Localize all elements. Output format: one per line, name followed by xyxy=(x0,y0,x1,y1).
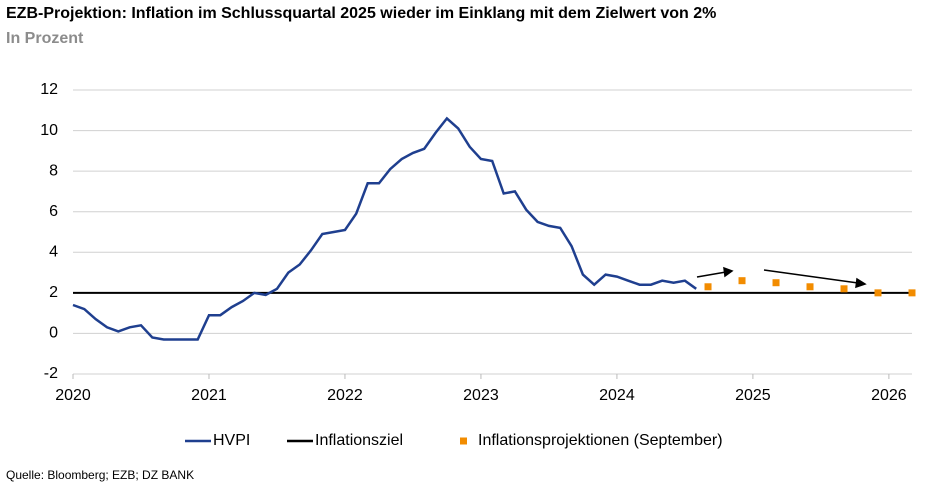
legend-label: Inflationsziel xyxy=(315,432,403,449)
plot-area: -2 0 2 4 6 8 10 12 2020 2021 2022 2023 2024 2025 2026 H… xyxy=(40,81,916,449)
source-note: Quelle: Bloomberg; EZB; DZ BANK xyxy=(6,468,194,482)
y-tick-label: 8 xyxy=(49,162,58,179)
projection-marker xyxy=(806,283,814,291)
projection-marker xyxy=(874,289,882,297)
y-tick-label: 12 xyxy=(40,81,58,98)
legend-label: HVPI xyxy=(213,432,250,449)
x-tick-label: 2025 xyxy=(735,387,771,404)
arrow-head xyxy=(723,266,734,278)
legend-label: Inflationsprojektionen (September) xyxy=(478,432,723,449)
y-tick-label: 4 xyxy=(49,244,58,261)
y-tick-label: -2 xyxy=(44,365,58,382)
arrow xyxy=(763,269,859,284)
chart-title: EZB-Projektion: Inflation im Schlussquar… xyxy=(6,5,716,22)
x-tick-label: 2026 xyxy=(871,387,907,404)
projection-marker xyxy=(840,285,848,293)
x-tick-label: 2021 xyxy=(191,387,227,404)
x-tick-label: 2023 xyxy=(463,387,499,404)
y-tick-label: 6 xyxy=(49,203,58,220)
hvpi-line xyxy=(72,116,697,341)
x-tick-label: 2020 xyxy=(55,387,91,404)
projection-marker xyxy=(908,289,916,297)
chart-subtitle: In Prozent xyxy=(6,30,84,47)
arrow-head xyxy=(855,277,867,289)
y-tick-label: 2 xyxy=(49,284,58,301)
projection-marker xyxy=(738,277,746,285)
projection-marker xyxy=(704,283,712,291)
x-tick-label: 2024 xyxy=(599,387,635,404)
y-tick-label: 0 xyxy=(49,325,58,342)
x-tick-label: 2022 xyxy=(327,387,363,404)
y-tick-label: 10 xyxy=(40,122,58,139)
legend-swatch xyxy=(460,437,467,445)
annotation-arrows xyxy=(696,266,867,289)
projection-marker xyxy=(772,279,780,287)
arrow xyxy=(696,271,727,278)
